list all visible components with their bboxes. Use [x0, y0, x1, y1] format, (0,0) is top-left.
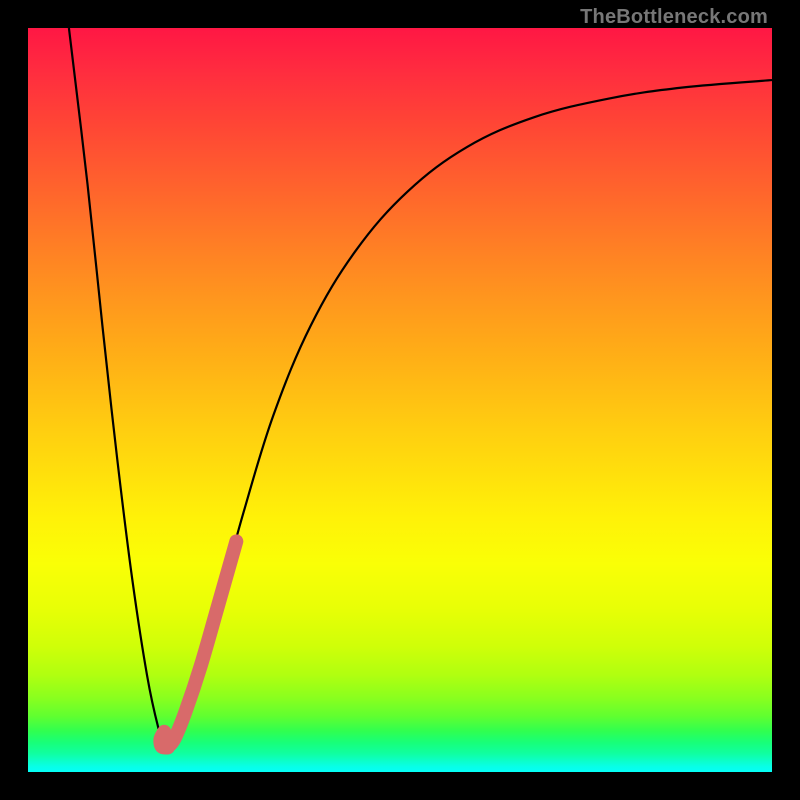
- highlight-hook: [160, 732, 168, 748]
- watermark-text: TheBottleneck.com: [580, 6, 768, 29]
- highlight-segment: [167, 541, 236, 747]
- curve-layer: [28, 28, 772, 772]
- bottleneck-curve: [69, 28, 772, 750]
- chart-container: TheBottleneck.com: [0, 0, 800, 800]
- plot-area: [28, 28, 772, 772]
